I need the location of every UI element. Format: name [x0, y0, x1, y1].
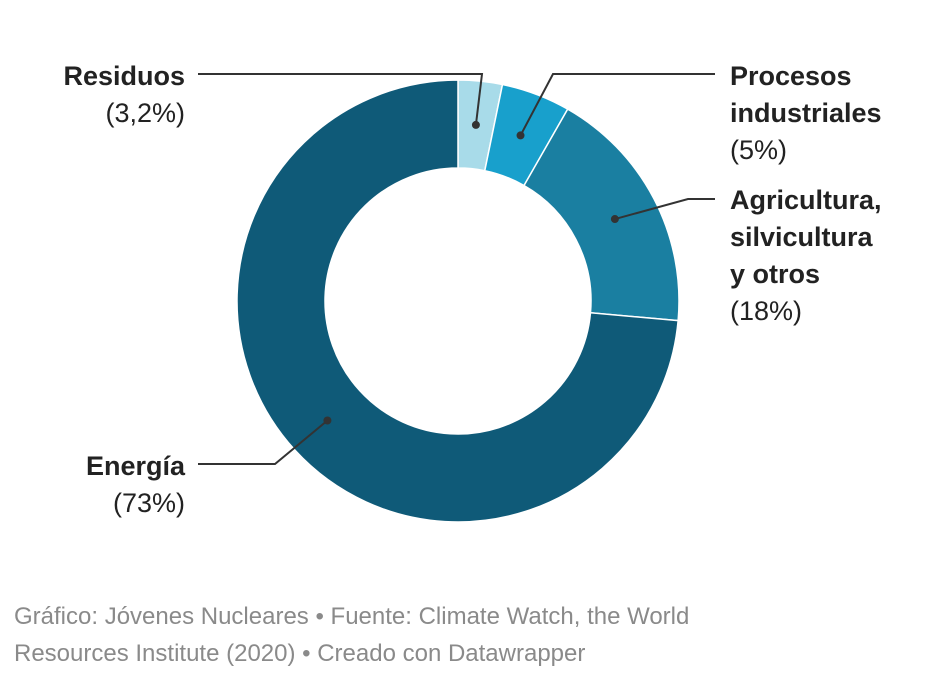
slice-label-percent: (73%)	[112, 488, 185, 518]
leader-line-3	[198, 419, 329, 465]
footer-line-1: Gráfico: Jóvenes Nucleares • Fuente: Cli…	[14, 603, 690, 630]
chart-footer: Gráfico: Jóvenes Nucleares • Fuente: Cli…	[14, 598, 914, 672]
donut-slices	[236, 79, 680, 523]
leader-lines	[198, 73, 715, 465]
donut-slice-2	[522, 108, 680, 322]
label-agricultura: Agricultura, silvicultura y otros (18%)	[730, 182, 930, 330]
slice-label-name: Energía	[85, 451, 185, 481]
leader-dot-3	[323, 416, 332, 425]
label-energia: Energía (73%)	[20, 448, 185, 522]
slice-label-percent: (18%)	[730, 296, 803, 326]
leader-line-2	[614, 198, 715, 221]
label-residuos: Residuos (3,2%)	[20, 58, 185, 132]
leader-dot-0	[471, 120, 480, 129]
slice-label-name: Procesos industriales	[730, 61, 882, 128]
leader-dot-1	[516, 131, 525, 140]
label-procesos-industriales: Procesos industriales (5%)	[730, 58, 930, 169]
donut-slice-3	[236, 79, 679, 523]
footer-line-2: Resources Institute (2020) • Creado con …	[14, 640, 586, 667]
slice-label-percent: (3,2%)	[105, 98, 185, 128]
slice-label-percent: (5%)	[730, 135, 788, 165]
leader-line-1	[519, 73, 715, 136]
leader-dot-2	[610, 215, 619, 224]
leader-line-0	[198, 73, 484, 126]
slice-label-name: Agricultura, silvicultura y otros	[730, 185, 882, 289]
slice-label-name: Residuos	[63, 61, 185, 91]
